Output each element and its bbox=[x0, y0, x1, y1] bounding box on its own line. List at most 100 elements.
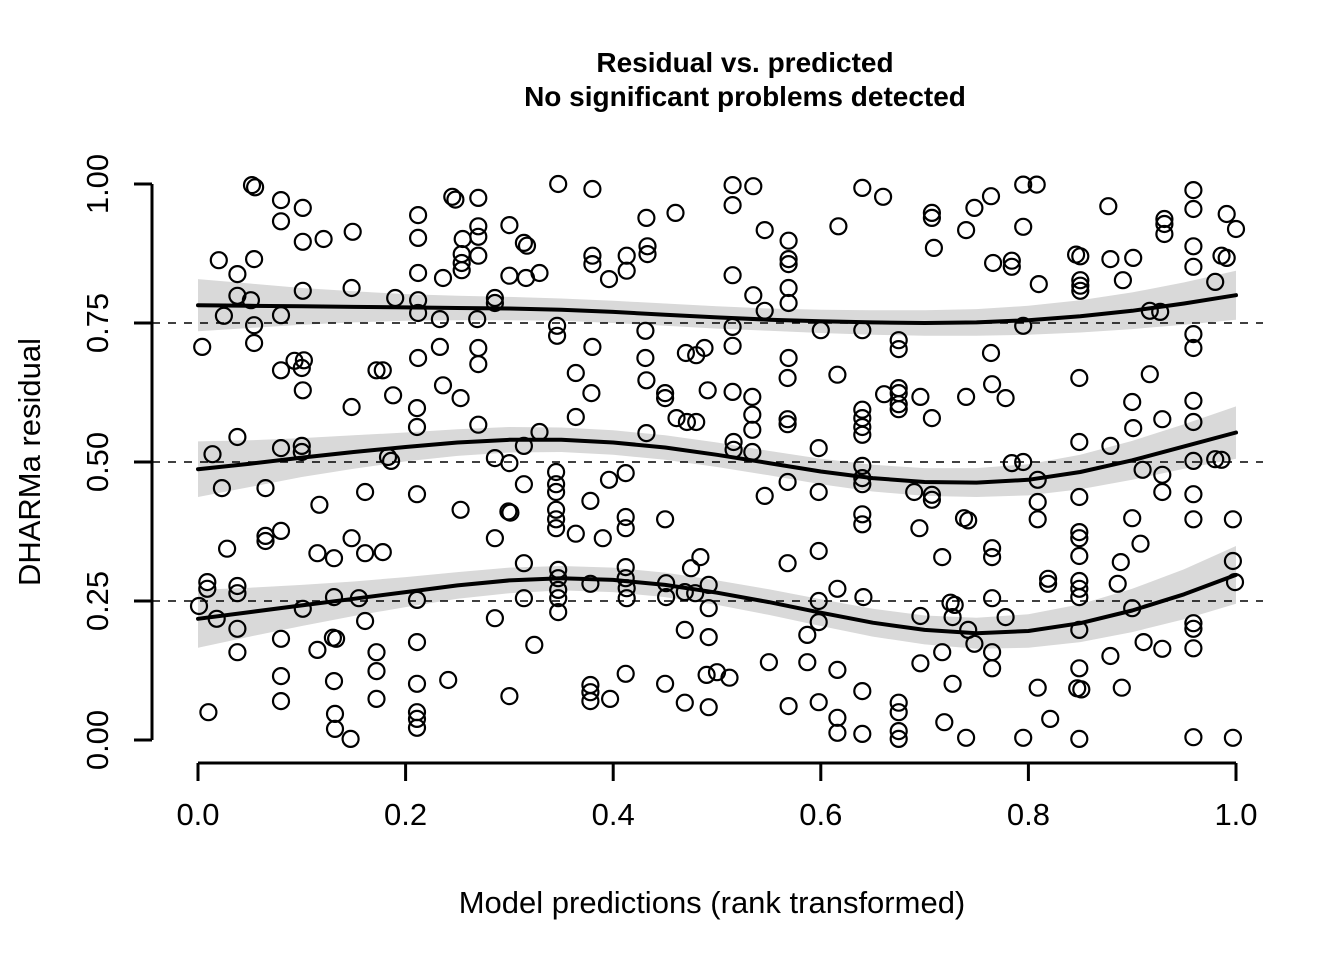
data-point bbox=[935, 713, 954, 732]
y-tick-label: 0.25 bbox=[80, 571, 115, 631]
data-point bbox=[452, 253, 471, 273]
data-point bbox=[549, 174, 568, 194]
data-point bbox=[889, 721, 908, 741]
data-point bbox=[271, 439, 291, 458]
data-point bbox=[655, 674, 675, 693]
data-point bbox=[1070, 659, 1089, 678]
data-point bbox=[1070, 522, 1089, 542]
data-point bbox=[341, 729, 360, 749]
data-point bbox=[666, 203, 685, 222]
data-point bbox=[778, 410, 797, 429]
data-point bbox=[996, 607, 1015, 627]
data-point bbox=[922, 485, 942, 504]
data-point bbox=[514, 589, 534, 608]
data-point bbox=[228, 643, 247, 662]
data-point bbox=[809, 591, 828, 611]
data-point bbox=[293, 381, 312, 400]
data-point bbox=[943, 607, 962, 627]
data-point bbox=[469, 227, 488, 246]
data-point bbox=[452, 261, 471, 280]
data-point bbox=[1131, 534, 1150, 553]
data-point bbox=[759, 653, 779, 672]
data-point bbox=[271, 521, 291, 541]
data-point bbox=[356, 611, 375, 631]
data-point bbox=[546, 519, 566, 538]
data-point bbox=[1038, 569, 1058, 588]
data-point bbox=[1071, 247, 1090, 266]
data-point bbox=[271, 191, 291, 210]
data-point bbox=[779, 696, 798, 716]
data-point bbox=[228, 619, 247, 638]
data-point bbox=[245, 316, 264, 335]
data-point bbox=[1133, 460, 1152, 479]
data-point bbox=[828, 723, 847, 742]
data-point bbox=[1184, 451, 1203, 470]
data-point bbox=[1070, 432, 1089, 452]
data-point bbox=[616, 557, 635, 577]
data-point bbox=[911, 654, 930, 673]
data-point bbox=[699, 599, 718, 618]
data-point bbox=[699, 698, 718, 717]
quantile-0.75-smooth bbox=[196, 293, 1238, 325]
data-point bbox=[1134, 632, 1153, 652]
data-point bbox=[1151, 302, 1170, 321]
data-point bbox=[293, 198, 312, 217]
data-point bbox=[1217, 248, 1236, 267]
data-point bbox=[1041, 709, 1060, 729]
data-point bbox=[271, 212, 291, 231]
data-point bbox=[198, 579, 217, 598]
data-point bbox=[469, 217, 488, 236]
data-point bbox=[922, 203, 942, 222]
quantile-0.25-smooth-band bbox=[198, 546, 1236, 649]
data-point bbox=[581, 574, 600, 593]
data-point bbox=[407, 709, 427, 729]
data-point bbox=[218, 539, 237, 558]
data-point bbox=[636, 321, 655, 340]
data-point bbox=[809, 541, 828, 561]
data-point bbox=[373, 361, 392, 380]
data-point bbox=[1184, 412, 1203, 432]
data-point bbox=[853, 178, 872, 197]
data-point bbox=[1111, 552, 1130, 572]
data-point bbox=[501, 503, 520, 522]
data-point bbox=[681, 559, 701, 578]
data-point bbox=[828, 660, 847, 680]
data-point bbox=[779, 231, 798, 250]
data-point bbox=[889, 400, 908, 419]
data-point bbox=[922, 208, 942, 227]
data-point bbox=[433, 268, 453, 288]
data-point bbox=[853, 425, 872, 444]
data-point bbox=[409, 303, 428, 323]
data-point bbox=[1101, 436, 1120, 455]
data-point bbox=[779, 278, 798, 298]
data-point bbox=[367, 643, 386, 662]
data-point bbox=[271, 666, 291, 686]
chart-subtitle: No significant problems detected bbox=[524, 81, 966, 112]
data-point bbox=[675, 693, 694, 712]
data-point bbox=[581, 491, 600, 510]
data-point bbox=[566, 524, 585, 543]
data-point bbox=[1070, 587, 1089, 607]
data-point bbox=[1123, 392, 1142, 412]
data-point bbox=[1217, 204, 1236, 224]
data-point bbox=[228, 576, 247, 596]
data-point bbox=[546, 510, 566, 529]
data-point bbox=[809, 482, 828, 502]
x-tick-label: 0.8 bbox=[1007, 797, 1050, 832]
x-axis-title: Model predictions (rank transformed) bbox=[459, 885, 966, 920]
data-point bbox=[889, 693, 908, 712]
data-point bbox=[638, 245, 657, 264]
data-point bbox=[965, 198, 984, 217]
y-tick-label: 0.75 bbox=[80, 293, 115, 353]
data-point bbox=[1153, 410, 1172, 429]
data-point bbox=[853, 456, 872, 475]
data-point bbox=[439, 670, 458, 690]
data-point bbox=[271, 361, 291, 380]
data-point bbox=[453, 229, 472, 249]
data-point bbox=[1038, 574, 1058, 593]
data-point bbox=[922, 409, 942, 428]
data-point bbox=[382, 451, 401, 470]
data-point bbox=[271, 691, 291, 711]
data-point bbox=[1184, 237, 1203, 256]
data-point bbox=[617, 261, 636, 280]
